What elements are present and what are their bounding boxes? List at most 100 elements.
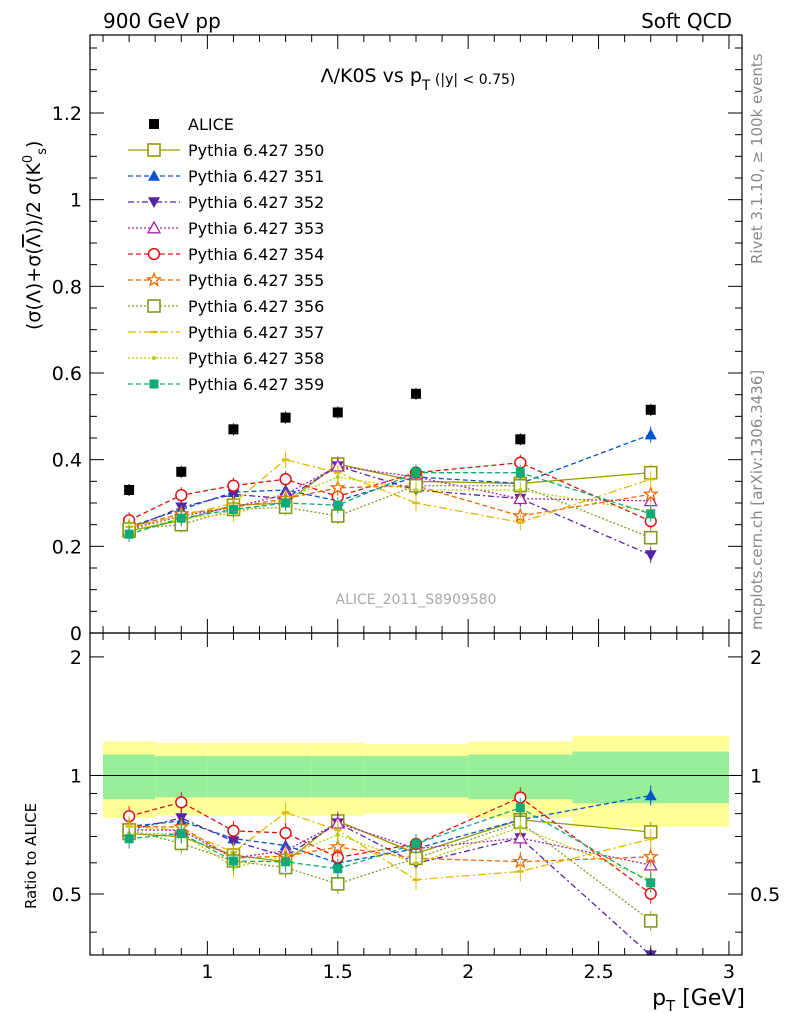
ratio-point xyxy=(516,870,524,873)
ratio-point xyxy=(329,838,346,854)
ratio-point xyxy=(228,856,238,866)
y-tick-label-main: 1.2 xyxy=(52,103,82,125)
ratio-uncertainty-bands xyxy=(90,735,742,827)
x-tick-label: 2.5 xyxy=(583,961,613,983)
series-point xyxy=(227,489,240,501)
ratio-point xyxy=(176,828,186,838)
side-label-mcplots: mcplots.cern.ch [arXiv:1306.3436] xyxy=(748,370,766,630)
ratio-band-inner xyxy=(207,756,260,798)
ratio-y-axis-label: Ratio to ALICE xyxy=(22,803,40,909)
legend-item-354: Pythia 6.427 354 xyxy=(128,245,324,264)
ratio-line xyxy=(128,817,652,955)
series-line xyxy=(128,463,651,532)
series-line xyxy=(128,476,651,532)
legend-label: Pythia 6.427 356 xyxy=(188,297,324,316)
ratio-point xyxy=(124,834,134,844)
legend-item-355: Pythia 6.427 355 xyxy=(128,271,324,290)
data-point xyxy=(280,412,291,423)
legend-item-351: Pythia 6.427 351 xyxy=(128,167,324,186)
legend-item-350: Pythia 6.427 350 xyxy=(128,141,324,160)
y-tick-label-main: 1 xyxy=(70,190,82,212)
ratio-band-inner xyxy=(259,756,312,798)
ratio-point xyxy=(513,830,528,844)
legend-item-358: Pythia 6.427 358 xyxy=(128,349,324,368)
legend-marker xyxy=(147,143,161,157)
series-point xyxy=(335,475,340,479)
ratio-point xyxy=(518,825,523,830)
ratio-point xyxy=(333,864,343,874)
legend-label: ALICE xyxy=(188,115,234,134)
ratio-point xyxy=(227,836,240,848)
series-line xyxy=(128,472,651,535)
axes-group: 1 1.5 2 2.5 3 0 0.2 0.4 0.6 0.8 1 1.2 0.5 0.5 1 1 2 2 xyxy=(52,34,780,983)
legend-item-352: Pythia 6.427 352 xyxy=(128,193,324,212)
y-tick-label-main: 0 xyxy=(70,623,82,645)
series-line xyxy=(128,433,651,528)
ratio-point xyxy=(279,826,292,840)
legend-marker xyxy=(147,247,161,261)
ratio-line xyxy=(128,821,652,922)
series-point xyxy=(647,477,655,481)
legend-item-353: Pythia 6.427 353 xyxy=(128,219,324,238)
legend-label: Pythia 6.427 353 xyxy=(188,219,324,238)
ratio-point xyxy=(281,857,291,867)
ratio-point xyxy=(646,878,656,888)
ratio-band-inner xyxy=(103,754,156,800)
ratio-line xyxy=(128,796,652,895)
series-line xyxy=(129,485,651,539)
legend-marker xyxy=(148,170,160,181)
main-series-357 xyxy=(125,451,655,535)
series-point xyxy=(412,501,420,505)
y-tick-label-main: 0.4 xyxy=(52,450,82,472)
x-tick-label: 3 xyxy=(723,961,735,983)
data-point xyxy=(228,424,239,435)
ratio-line xyxy=(129,794,651,864)
x-tick-label: 1 xyxy=(201,961,213,983)
legend-label: Pythia 6.427 350 xyxy=(188,141,324,160)
ratio-line xyxy=(129,822,651,866)
y-tick-label-ratio-right: 0.5 xyxy=(750,884,780,906)
legend-item-359: Pythia 6.427 359 xyxy=(128,375,324,394)
legend-item-356: Pythia 6.427 356 xyxy=(128,297,324,316)
series-point xyxy=(124,529,134,539)
ratio-point xyxy=(227,824,240,837)
legend-label: Pythia 6.427 352 xyxy=(188,193,324,212)
main-series-group xyxy=(120,387,659,563)
series-point xyxy=(414,488,418,492)
series-point xyxy=(227,479,240,492)
y-tick-label-main: 0.8 xyxy=(52,276,82,298)
series-point xyxy=(515,468,525,478)
lower-side-label: mcplots.cern.ch [arXiv:1306.3436] xyxy=(748,370,766,630)
y-tick-label-main: 0.2 xyxy=(52,536,82,558)
legend-marker xyxy=(146,220,162,234)
data-point xyxy=(176,466,187,477)
ratio-point xyxy=(642,848,659,864)
ratio-band-inner xyxy=(155,756,208,798)
legend-marker xyxy=(148,197,160,208)
series-point xyxy=(644,550,657,561)
legend-marker xyxy=(149,119,159,129)
x-tick-label: 2 xyxy=(462,961,474,983)
y-tick-label-ratio-right: 1 xyxy=(750,765,762,787)
ratio-point xyxy=(412,878,420,881)
x-axis-label: pT [GeV] xyxy=(652,986,745,1015)
y-tick-label-ratio: 0.5 xyxy=(52,884,82,906)
series-point xyxy=(644,428,657,440)
series-point xyxy=(281,498,291,508)
upper-side-label: Rivet 3.1.10, ≥ 100k events xyxy=(748,53,766,264)
ratio-point xyxy=(644,789,657,801)
data-series-alice xyxy=(124,387,656,496)
series-line xyxy=(128,462,651,522)
x-tick-label: 1.5 xyxy=(323,961,353,983)
legend-item-357: Pythia 6.427 357 xyxy=(128,323,324,342)
series-point xyxy=(329,479,346,495)
data-point xyxy=(645,404,656,415)
ratio-series-356 xyxy=(122,812,658,931)
y-tick-label-main: 0.6 xyxy=(52,363,82,385)
series-point xyxy=(518,488,523,492)
y-tick-label-ratio: 1 xyxy=(70,765,82,787)
legend-label: Pythia 6.427 358 xyxy=(188,349,324,368)
ratio-point xyxy=(414,861,418,866)
legend-label: Pythia 6.427 359 xyxy=(188,375,324,394)
